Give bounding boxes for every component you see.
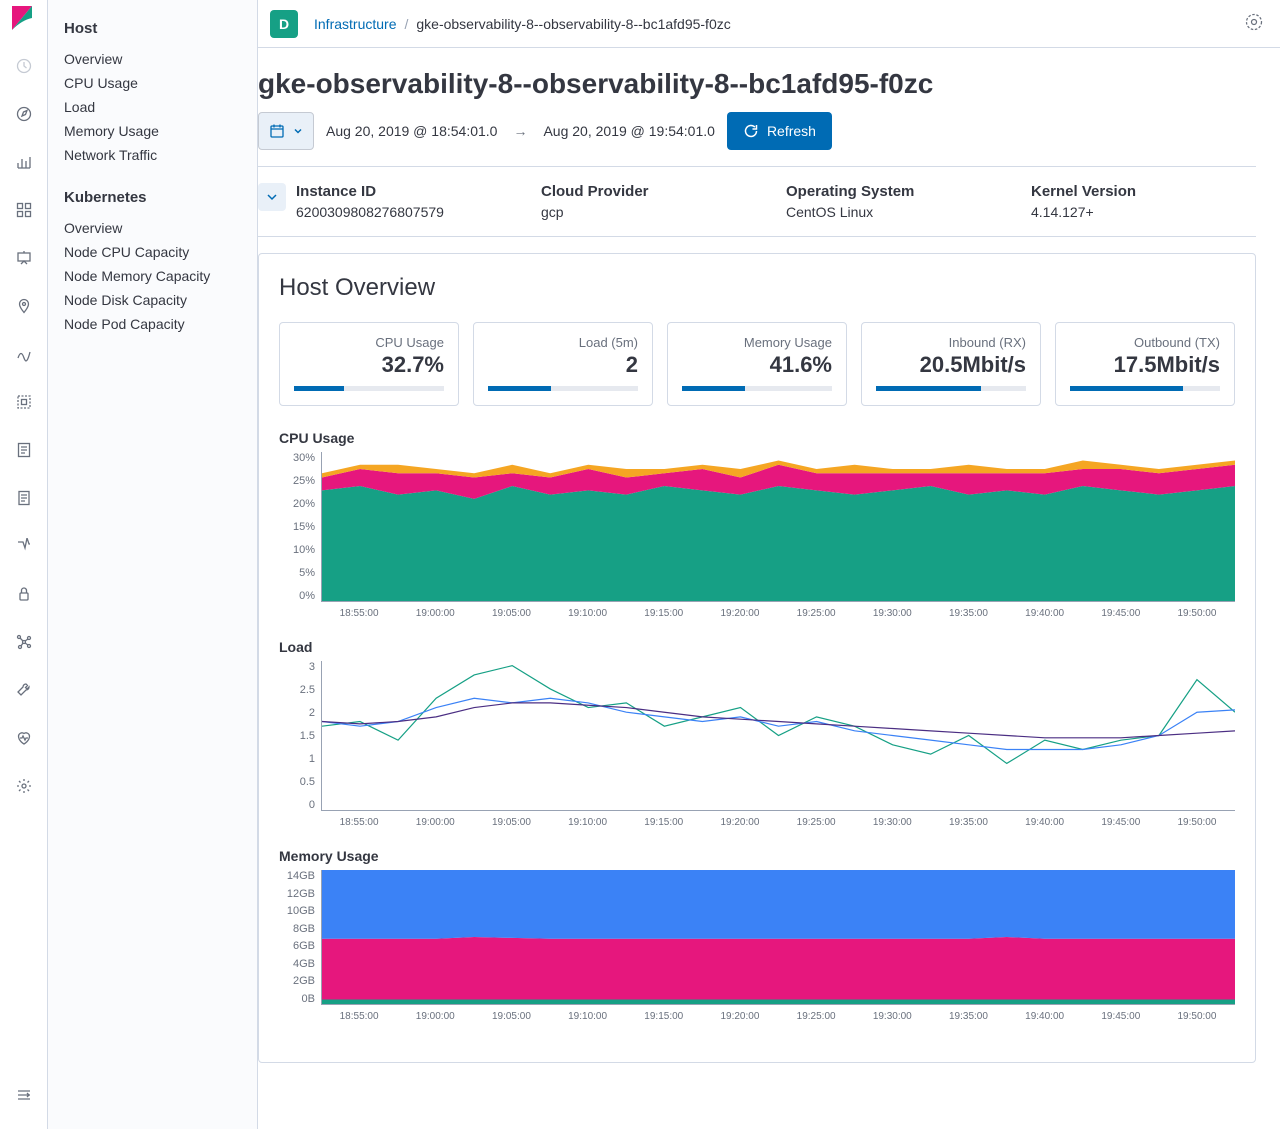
sidebar-item[interactable]: Overview (64, 216, 241, 240)
ml-icon[interactable] (12, 342, 36, 366)
calendar-icon (269, 123, 285, 139)
cpu-usage-chart: CPU Usage 30%25%20%15%10%5%0% 18:55:0019… (279, 430, 1235, 619)
sidebar-item[interactable]: Node CPU Capacity (64, 240, 241, 264)
top-settings-icon[interactable] (1244, 12, 1268, 36)
chevron-down-icon (266, 191, 278, 203)
sidebar-item[interactable]: Node Disk Capacity (64, 288, 241, 312)
apm-icon[interactable] (12, 486, 36, 510)
refresh-label: Refresh (767, 123, 816, 139)
memory-usage-chart: Memory Usage 14GB12GB10GB8GB6GB4GB2GB0B … (279, 848, 1235, 1022)
dev-tools-icon[interactable] (12, 678, 36, 702)
graph-icon[interactable] (12, 630, 36, 654)
maps-icon[interactable] (12, 294, 36, 318)
kpi-value: 41.6% (682, 352, 832, 378)
recent-icon[interactable] (12, 54, 36, 78)
breadcrumb: Infrastructure / gke-observability-8--ob… (314, 16, 731, 32)
meta-label: Operating System (786, 183, 1011, 200)
kpi-value: 20.5Mbit/s (876, 352, 1026, 378)
meta-label: Kernel Version (1031, 183, 1256, 200)
uptime-icon[interactable] (12, 534, 36, 558)
kpi-bar (488, 386, 638, 391)
meta-value: gcp (541, 204, 766, 220)
logs-icon[interactable] (12, 438, 36, 462)
canvas-icon[interactable] (12, 246, 36, 270)
chart-title: CPU Usage (279, 430, 1235, 446)
chart-title: Memory Usage (279, 848, 1235, 864)
kpi-bar (294, 386, 444, 391)
meta-value: 6200309808276807579 (296, 204, 521, 220)
chart-title: Load (279, 639, 1235, 655)
host-overview-panel: Host Overview CPU Usage 32.7% Load (5m) … (258, 253, 1256, 1063)
dashboard-icon[interactable] (12, 198, 36, 222)
meta-label: Cloud Provider (541, 183, 766, 200)
meta-value: CentOS Linux (786, 204, 1011, 220)
collapse-icon[interactable] (12, 1083, 36, 1107)
kpi-label: Inbound (RX) (876, 335, 1026, 350)
kpi-bar (1070, 386, 1220, 391)
kpi-value: 2 (488, 352, 638, 378)
kpi-bar (876, 386, 1026, 391)
kpi-label: Outbound (TX) (1070, 335, 1220, 350)
arrow-right-icon: → (513, 123, 527, 139)
page-title: gke-observability-8--observability-8--bc… (258, 68, 1256, 100)
sidebar-item[interactable]: Overview (64, 47, 241, 71)
sidebar-item[interactable]: CPU Usage (64, 71, 241, 95)
kpi-label: CPU Usage (294, 335, 444, 350)
visualize-icon[interactable] (12, 150, 36, 174)
kpi-value: 17.5Mbit/s (1070, 352, 1220, 378)
kpi-bar (682, 386, 832, 391)
panel-title: Host Overview (279, 274, 1235, 302)
discover-icon[interactable] (12, 102, 36, 126)
sidebar-heading-host: Host (64, 20, 241, 37)
date-to: Aug 20, 2019 @ 19:54:01.0 (543, 123, 714, 139)
breadcrumb-current: gke-observability-8--observability-8--bc… (416, 16, 730, 32)
kpi-card: Outbound (TX) 17.5Mbit/s (1055, 322, 1235, 406)
meta-value: 4.14.127+ (1031, 204, 1256, 220)
date-picker-toggle[interactable] (258, 112, 314, 150)
date-from: Aug 20, 2019 @ 18:54:01.0 (326, 123, 497, 139)
meta-section: Instance ID 6200309808276807579 Cloud Prov… (258, 166, 1256, 237)
kpi-label: Memory Usage (682, 335, 832, 350)
refresh-button[interactable]: Refresh (727, 112, 832, 150)
sidebar-heading-kubernetes: Kubernetes (64, 189, 241, 206)
date-range-display[interactable]: Aug 20, 2019 @ 18:54:01.0 → Aug 20, 2019… (326, 123, 715, 139)
sidebar-item[interactable]: Memory Usage (64, 119, 241, 143)
space-selector[interactable]: D (270, 10, 298, 38)
breadcrumb-separator: / (404, 16, 408, 32)
sidebar-item[interactable]: Network Traffic (64, 143, 241, 167)
meta-label: Instance ID (296, 183, 521, 200)
topbar: D Infrastructure / gke-observability-8--… (258, 0, 1280, 48)
nav-icon-rail (0, 0, 48, 1129)
chevron-down-icon (293, 126, 303, 136)
siem-icon[interactable] (12, 582, 36, 606)
kpi-card: Inbound (RX) 20.5Mbit/s (861, 322, 1041, 406)
kpi-value: 32.7% (294, 352, 444, 378)
refresh-icon (743, 123, 759, 139)
monitoring-icon[interactable] (12, 726, 36, 750)
infrastructure-icon[interactable] (12, 390, 36, 414)
kibana-logo[interactable] (12, 6, 36, 32)
load-chart: Load 32.521.510.50 18:55:0019:00:0019:05… (279, 639, 1235, 828)
sidebar-item[interactable]: Node Memory Capacity (64, 264, 241, 288)
management-icon[interactable] (12, 774, 36, 798)
secondary-sidebar: Host OverviewCPU UsageLoadMemory UsageNe… (48, 0, 258, 1129)
kpi-card: CPU Usage 32.7% (279, 322, 459, 406)
sidebar-item[interactable]: Load (64, 95, 241, 119)
kpi-card: Memory Usage 41.6% (667, 322, 847, 406)
sidebar-item[interactable]: Node Pod Capacity (64, 312, 241, 336)
meta-collapse-toggle[interactable] (258, 183, 286, 211)
kpi-label: Load (5m) (488, 335, 638, 350)
breadcrumb-root[interactable]: Infrastructure (314, 16, 396, 32)
kpi-card: Load (5m) 2 (473, 322, 653, 406)
